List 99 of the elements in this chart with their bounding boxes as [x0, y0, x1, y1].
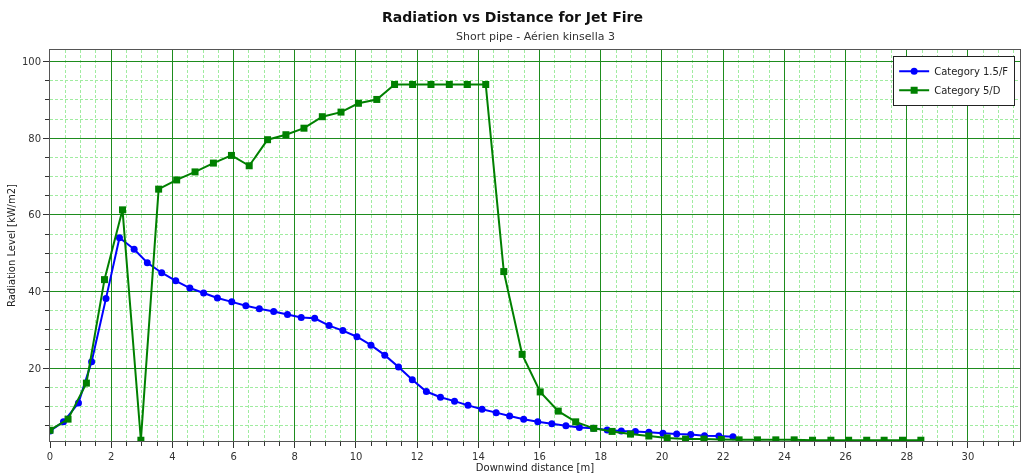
point — [155, 185, 163, 193]
point — [687, 430, 695, 438]
point — [130, 245, 138, 253]
x-tick-label: 2 — [108, 451, 115, 462]
point — [478, 405, 486, 413]
y-tick-label: 80 — [28, 132, 41, 144]
point — [115, 234, 123, 242]
x-tick-label: 30 — [961, 451, 975, 462]
x-tick-label: 10 — [349, 451, 363, 462]
point — [673, 430, 681, 438]
point — [534, 418, 542, 426]
x-tick-label: 12 — [410, 451, 424, 462]
point — [626, 430, 634, 438]
point — [242, 302, 250, 310]
point — [436, 393, 444, 401]
point — [283, 311, 291, 318]
y-tick-label: 60 — [28, 209, 41, 221]
point — [337, 108, 345, 116]
x-tick-label: 8 — [291, 451, 298, 462]
point — [482, 81, 490, 88]
point — [102, 294, 110, 302]
chart-title: Radiation vs Distance for Jet Fire — [382, 8, 643, 25]
point — [311, 314, 319, 322]
point — [282, 131, 290, 139]
point — [492, 409, 500, 417]
point — [325, 322, 333, 330]
point — [663, 434, 671, 441]
x-tick-label: 18 — [594, 451, 608, 462]
y-tick-label: 100 — [21, 56, 41, 67]
y-tick-label: 40 — [28, 286, 41, 297]
point — [422, 388, 430, 396]
legend-label: Category 1.5/F — [934, 66, 1009, 78]
point — [64, 415, 72, 423]
point — [554, 407, 562, 415]
point — [339, 327, 347, 335]
point — [200, 289, 208, 297]
point — [899, 436, 906, 441]
point — [373, 95, 381, 103]
point — [518, 350, 526, 358]
point — [119, 206, 127, 214]
point — [297, 314, 305, 322]
point — [682, 435, 690, 441]
point — [228, 298, 236, 306]
x-tick-label: 0 — [46, 451, 54, 462]
x-tick-label: 22 — [716, 451, 730, 462]
point — [381, 351, 389, 359]
point — [445, 81, 453, 88]
y-axis-title: Radiation Level [kW/m2] — [5, 183, 17, 307]
x-tick-label: 6 — [230, 451, 237, 462]
point — [536, 388, 544, 396]
point — [427, 81, 435, 88]
point — [191, 168, 199, 176]
x-tick-label: 16 — [533, 451, 546, 462]
point — [391, 81, 399, 88]
point — [270, 307, 278, 315]
point — [158, 269, 166, 277]
point — [451, 397, 459, 405]
point — [645, 432, 653, 440]
point — [506, 412, 514, 420]
point — [186, 284, 194, 292]
point — [82, 379, 90, 387]
point — [209, 159, 217, 167]
point — [264, 136, 272, 144]
point — [548, 420, 556, 428]
point — [409, 81, 417, 88]
point — [100, 276, 108, 284]
point — [562, 422, 570, 430]
chart-subtitle: Short pipe - Aérien kinsella 3 — [456, 30, 615, 43]
x-tick-label: 26 — [839, 451, 852, 462]
point — [729, 433, 737, 441]
x-tick-label: 20 — [655, 451, 669, 462]
x-tick-label: 4 — [169, 451, 176, 462]
point — [500, 268, 508, 276]
point — [408, 376, 416, 384]
x-tick-label: 14 — [472, 451, 485, 462]
point — [213, 294, 221, 302]
point — [255, 305, 263, 313]
point — [172, 277, 180, 285]
point — [520, 415, 528, 423]
point — [464, 401, 472, 409]
point — [318, 113, 326, 121]
point — [354, 99, 362, 107]
point — [608, 427, 616, 435]
x-tick-label: 28 — [900, 451, 914, 462]
point — [227, 151, 235, 159]
point — [572, 418, 580, 426]
legend-label: Category 5/D — [934, 85, 1001, 97]
point — [353, 333, 361, 341]
point — [300, 124, 308, 132]
point — [463, 81, 471, 88]
point — [143, 259, 151, 267]
point — [245, 162, 253, 170]
x-axis-title: Downwind distance [m] — [475, 462, 595, 473]
point — [173, 176, 181, 184]
point — [395, 363, 403, 371]
x-tick-label: 24 — [778, 451, 791, 462]
point — [367, 341, 375, 349]
y-tick-label: 20 — [28, 362, 41, 374]
point — [575, 424, 583, 432]
